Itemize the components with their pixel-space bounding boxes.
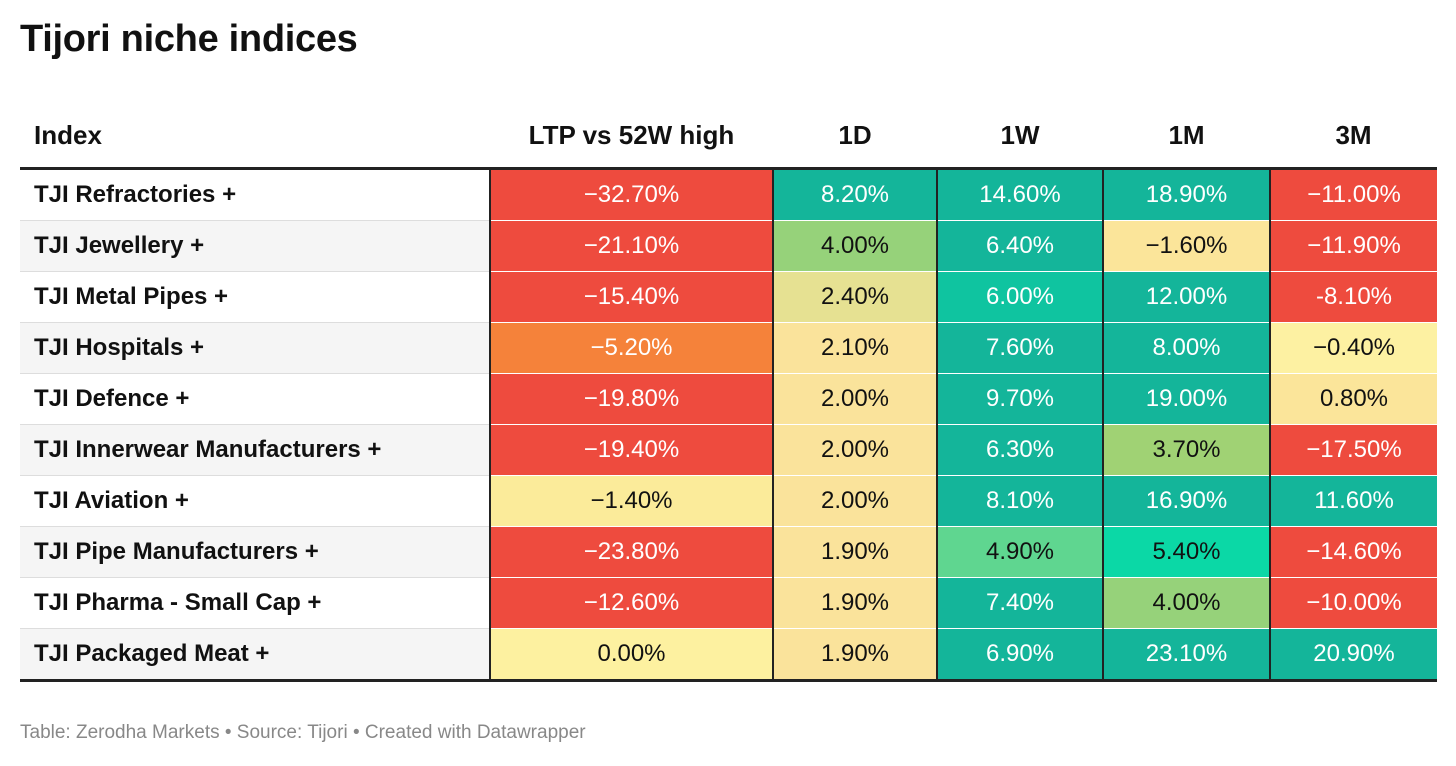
value-cell-1w: 4.90%	[936, 526, 1103, 578]
value-cell-ltp-vs-52w-high: −19.80%	[489, 373, 773, 425]
value-cell-3m: −11.90%	[1269, 220, 1437, 272]
value-cell-1d: 4.00%	[772, 220, 937, 272]
table-row: TJI Innerwear Manufacturers + −19.40% 2.00…	[20, 424, 1437, 476]
index-name-cell[interactable]: TJI Aviation +	[20, 475, 490, 527]
table-row: TJI Aviation + −1.40% 2.00% 8.10% 16.90% 11.6…	[20, 475, 1437, 527]
value-cell-3m: −10.00%	[1269, 577, 1437, 629]
value-cell-1m: 5.40%	[1102, 526, 1270, 578]
value-cell-1d: 1.90%	[772, 526, 937, 578]
value-cell-1m: 8.00%	[1102, 322, 1270, 374]
index-name-cell[interactable]: TJI Innerwear Manufacturers +	[20, 424, 490, 476]
value-cell-1d: 1.90%	[772, 628, 937, 682]
column-header-1m[interactable]: 1M	[1103, 103, 1270, 170]
value-cell-1w: 8.10%	[936, 475, 1103, 527]
value-cell-ltp-vs-52w-high: −12.60%	[489, 577, 773, 629]
value-cell-1m: 23.10%	[1102, 628, 1270, 682]
value-cell-1m: 4.00%	[1102, 577, 1270, 629]
value-cell-1w: 6.30%	[936, 424, 1103, 476]
value-cell-1m: 18.90%	[1102, 168, 1270, 221]
index-name-cell[interactable]: TJI Refractories +	[20, 168, 490, 221]
value-cell-1w: 6.00%	[936, 271, 1103, 323]
value-cell-1m: 16.90%	[1102, 475, 1270, 527]
table-row: TJI Pipe Manufacturers + −23.80% 1.90% 4.90…	[20, 526, 1437, 578]
value-cell-ltp-vs-52w-high: −5.20%	[489, 322, 773, 374]
value-cell-1w: 9.70%	[936, 373, 1103, 425]
table-row: TJI Hospitals + −5.20% 2.10% 7.60% 8.00% −0.4…	[20, 322, 1437, 374]
value-cell-1m: −1.60%	[1102, 220, 1270, 272]
column-header-ltp-vs-52w-high[interactable]: LTP vs 52W high	[490, 103, 773, 170]
column-header-3m[interactable]: 3M	[1270, 103, 1437, 170]
table-row: TJI Pharma - Small Cap + −12.60% 1.90% 7.40…	[20, 577, 1437, 629]
table-header-row: Index LTP vs 52W high 1D 1W 1M 3M	[20, 103, 1437, 170]
index-name-cell[interactable]: TJI Pipe Manufacturers +	[20, 526, 490, 578]
value-cell-3m: 0.80%	[1269, 373, 1437, 425]
value-cell-ltp-vs-52w-high: −32.70%	[489, 168, 773, 221]
table-body: TJI Refractories + −32.70% 8.20% 14.60% 18.9…	[20, 168, 1437, 682]
value-cell-1d: 2.00%	[772, 424, 937, 476]
value-cell-3m: −11.00%	[1269, 168, 1437, 221]
value-cell-1w: 6.40%	[936, 220, 1103, 272]
value-cell-3m: 20.90%	[1269, 628, 1437, 682]
table-row: TJI Defence + −19.80% 2.00% 9.70% 19.00% 0.80…	[20, 373, 1437, 425]
value-cell-1w: 6.90%	[936, 628, 1103, 682]
value-cell-1w: 14.60%	[936, 168, 1103, 221]
value-cell-1m: 12.00%	[1102, 271, 1270, 323]
chart-title: Tijori niche indices	[20, 18, 358, 60]
value-cell-1w: 7.40%	[936, 577, 1103, 629]
value-cell-3m: −14.60%	[1269, 526, 1437, 578]
value-cell-1m: 19.00%	[1102, 373, 1270, 425]
index-name-cell[interactable]: TJI Pharma - Small Cap +	[20, 577, 490, 629]
source-note: Table: Zerodha Markets • Source: Tijori …	[20, 722, 586, 743]
value-cell-3m: -8.10%	[1269, 271, 1437, 323]
value-cell-3m: 11.60%	[1269, 475, 1437, 527]
value-cell-ltp-vs-52w-high: −1.40%	[489, 475, 773, 527]
value-cell-1w: 7.60%	[936, 322, 1103, 374]
column-header-1d[interactable]: 1D	[773, 103, 937, 170]
index-name-cell[interactable]: TJI Packaged Meat +	[20, 628, 490, 682]
value-cell-1d: 2.10%	[772, 322, 937, 374]
value-cell-ltp-vs-52w-high: −19.40%	[489, 424, 773, 476]
index-name-cell[interactable]: TJI Metal Pipes +	[20, 271, 490, 323]
value-cell-1d: 1.90%	[772, 577, 937, 629]
table-row: TJI Metal Pipes + −15.40% 2.40% 6.00% 12.00%…	[20, 271, 1437, 323]
indices-table: Index LTP vs 52W high 1D 1W 1M 3M TJI Re…	[20, 103, 1437, 682]
value-cell-ltp-vs-52w-high: −21.10%	[489, 220, 773, 272]
column-header-1w[interactable]: 1W	[937, 103, 1103, 170]
table-row: TJI Refractories + −32.70% 8.20% 14.60% 18.9…	[20, 168, 1437, 221]
table-row: TJI Jewellery + −21.10% 4.00% 6.40% −1.60% −1…	[20, 220, 1437, 272]
value-cell-1d: 2.00%	[772, 475, 937, 527]
value-cell-ltp-vs-52w-high: 0.00%	[489, 628, 773, 682]
value-cell-1d: 8.20%	[772, 168, 937, 221]
value-cell-ltp-vs-52w-high: −15.40%	[489, 271, 773, 323]
value-cell-ltp-vs-52w-high: −23.80%	[489, 526, 773, 578]
column-header-index[interactable]: Index	[20, 103, 490, 170]
index-name-cell[interactable]: TJI Defence +	[20, 373, 490, 425]
index-name-cell[interactable]: TJI Hospitals +	[20, 322, 490, 374]
value-cell-3m: −17.50%	[1269, 424, 1437, 476]
table-row: TJI Packaged Meat +0.00% 1.90% 6.90% 23.10%…	[20, 628, 1437, 682]
value-cell-1m: 3.70%	[1102, 424, 1270, 476]
value-cell-1d: 2.40%	[772, 271, 937, 323]
index-name-cell[interactable]: TJI Jewellery +	[20, 220, 490, 272]
value-cell-1d: 2.00%	[772, 373, 937, 425]
value-cell-3m: −0.40%	[1269, 322, 1437, 374]
